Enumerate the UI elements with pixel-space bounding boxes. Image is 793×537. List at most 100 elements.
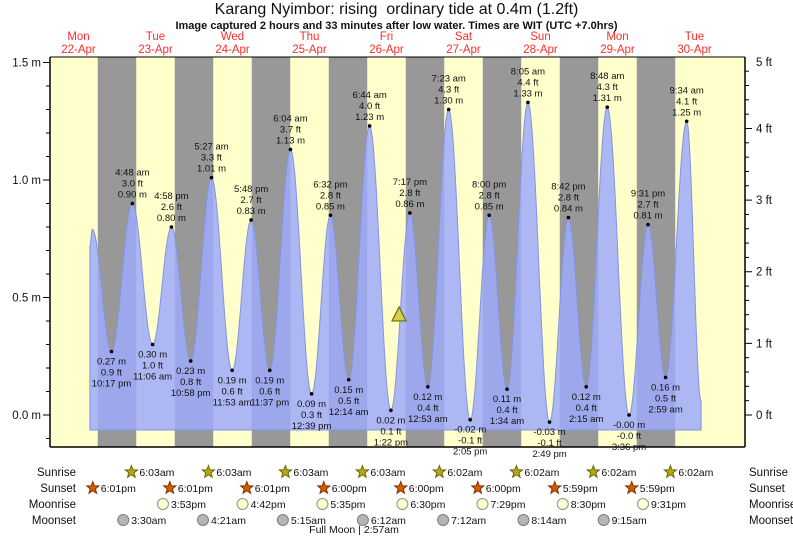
sunrise-icon — [662, 464, 678, 479]
sunset-icon — [393, 480, 409, 495]
m-tick-label: 0.5 m — [12, 293, 41, 305]
tide-extreme-dot — [408, 211, 412, 215]
sunset-icon — [316, 480, 332, 495]
low-tide-label: 0.23 m 0.8 ft 10:58 pm — [171, 366, 211, 399]
sunset-icon — [624, 480, 640, 495]
moonrise-time: 3:53pm — [171, 499, 206, 511]
sunset-time: 5:59pm — [640, 483, 675, 495]
chart-subtitle: Image captured 2 hours and 33 minutes af… — [175, 20, 618, 32]
tide-extreme-dot — [328, 213, 333, 218]
sunset-row-label-left: Sunset — [40, 483, 77, 495]
moonset-icon — [437, 514, 450, 526]
moonrise-icon — [156, 498, 169, 510]
sunset-time: 5:59pm — [563, 483, 598, 495]
high-tide-label: 6:44 am 4.0 ft 1.23 m — [352, 90, 386, 123]
sunset-time: 6:00pm — [332, 483, 367, 495]
m-tick-label: 1.5 m — [12, 58, 41, 70]
sunrise-icon — [431, 464, 447, 479]
high-tide-label: 6:04 am 3.7 ft 1.13 m — [273, 113, 307, 146]
moonset-time: 5:15am — [291, 515, 326, 527]
low-tide-label: -0.03 m -0.1 ft 2:49 pm — [532, 427, 566, 460]
sunset-time: 6:01pm — [178, 483, 213, 495]
tide-extreme-dot — [526, 100, 530, 105]
tide-extreme-dot — [468, 417, 472, 422]
sunrise-time: 6:02am — [524, 467, 559, 479]
tide-extreme-dot — [646, 222, 650, 227]
moonrise-icon — [316, 498, 329, 510]
ft-tick-label: 5 ft — [756, 57, 773, 69]
sunset-time: 6:00pm — [486, 483, 521, 495]
sunrise-time: 6:02am — [447, 467, 482, 479]
m-tick-label: 0.0 m — [12, 410, 41, 422]
high-tide-label: 9:31 pm 2.7 ft 0.81 m — [631, 189, 665, 222]
day-label: Tue 23-Apr — [138, 31, 173, 56]
low-tide-label: 0.16 m 0.5 ft 2:59 am — [648, 382, 682, 415]
tide-extreme-dot — [309, 392, 314, 396]
tide-extreme-dot — [426, 385, 430, 389]
low-tide-label: 0.30 m 1.0 ft 11:06 am — [133, 350, 172, 383]
sunrise-time: 6:03am — [139, 467, 174, 479]
sunset-time: 6:00pm — [409, 483, 444, 495]
sunrise-icon — [200, 464, 216, 479]
tide-extreme-dot — [169, 225, 174, 229]
moonrise-time: 9:31pm — [651, 499, 686, 511]
high-tide-label: 5:27 am 3.3 ft 1.01 m — [194, 142, 228, 175]
moonrise-time: 7:29pm — [491, 499, 526, 511]
moonrise-row-label-left: Moonrise — [29, 499, 76, 511]
low-tide-label: 0.15 m 0.5 ft 12:14 am — [329, 385, 369, 418]
current-time-marker — [391, 305, 408, 322]
high-tide-label: 9:34 am 4.1 ft 1.25 m — [670, 85, 704, 118]
sunrise-icon — [354, 464, 370, 479]
moonrise-time: 6:30pm — [410, 499, 445, 511]
tide-extreme-dot — [584, 385, 589, 389]
sunset-icon — [85, 480, 101, 495]
tide-extreme-dot — [230, 368, 234, 373]
moonset-time: 4:21am — [211, 515, 246, 527]
ft-tick-label: 1 ft — [756, 338, 773, 350]
moonset-time: 7:12am — [451, 515, 486, 527]
day-label: Fri 26-Apr — [369, 31, 404, 56]
sunset-time: 6:01pm — [255, 483, 290, 495]
tide-extreme-dot — [188, 359, 193, 363]
tide-extreme-dot — [627, 413, 631, 417]
moonset-row-label-left: Moonset — [32, 515, 77, 527]
tide-extreme-dot — [346, 377, 351, 382]
tide-extreme-dot — [389, 408, 393, 413]
tide-extreme-dot — [109, 349, 114, 354]
low-tide-label: 0.19 m 0.6 ft 11:53 am — [213, 375, 252, 408]
moonrise-icon — [396, 498, 409, 510]
sunset-icon — [239, 480, 255, 495]
day-label: Sat 27-Apr — [446, 31, 481, 56]
low-tide-label: 0.27 m 0.9 ft 10:17 pm — [92, 357, 132, 390]
moonset-icon — [196, 514, 209, 526]
high-tide-label: 5:48 pm 2.7 ft 0.83 m — [234, 184, 268, 217]
high-tide-label: 6:32 pm 2.8 ft 0.85 m — [313, 179, 347, 212]
moonrise-time: 4:42pm — [251, 499, 286, 511]
tide-extreme-dot — [566, 215, 571, 220]
tide-extreme-dot — [267, 368, 272, 373]
tide-extreme-dot — [446, 107, 451, 112]
ft-tick-label: 4 ft — [756, 123, 773, 135]
moonset-time: 3:30am — [131, 515, 166, 527]
sunrise-time: 6:03am — [293, 467, 328, 479]
tide-extreme-dot — [209, 175, 214, 180]
sunset-icon — [162, 480, 178, 495]
sunrise-row-label-left: Sunrise — [37, 467, 76, 479]
tide-extreme-dot — [130, 201, 135, 206]
high-tide-label: 8:42 pm 2.8 ft 0.84 m — [551, 182, 585, 215]
moonset-icon — [517, 514, 530, 526]
day-label: Wed 24-Apr — [215, 31, 250, 56]
sunrise-icon — [123, 464, 139, 479]
high-tide-label: 8:00 pm 2.8 ft 0.85 m — [472, 179, 506, 212]
low-tide-label: 0.02 m 0.1 ft 1:22 pm — [374, 415, 408, 448]
moonset-time: 8:14am — [531, 515, 566, 527]
sunset-icon — [547, 480, 563, 495]
tide-extreme-dot — [547, 420, 552, 424]
tide-extreme-dot — [487, 213, 491, 218]
sunrise-row-label-right: Sunrise — [749, 467, 788, 479]
sunrise-time: 6:03am — [370, 467, 405, 479]
tide-extreme-dot — [605, 105, 610, 109]
moonrise-row-label-right: Moonrise — [749, 499, 793, 511]
